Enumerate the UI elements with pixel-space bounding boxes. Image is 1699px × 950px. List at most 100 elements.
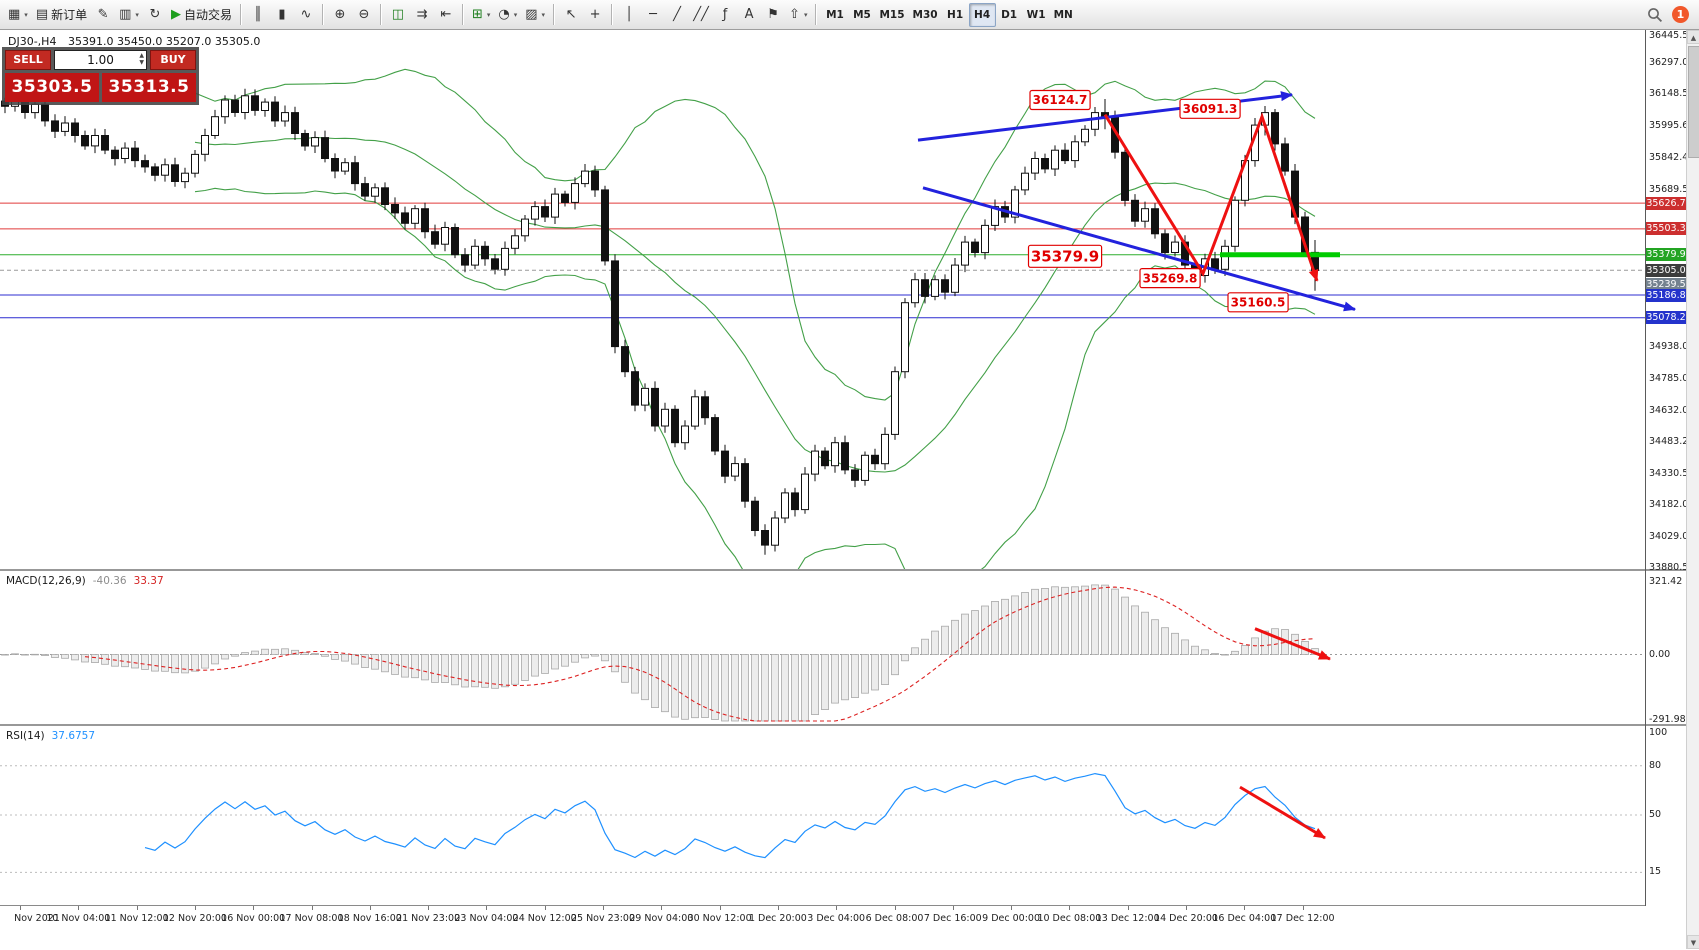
panel-separator-macd[interactable]	[0, 569, 1699, 571]
autotrading-button[interactable]: ▶ 自动交易	[167, 3, 236, 27]
chart-area: 36124.7 36091.3 35379.9 35269.8 35160.5 3644…	[0, 30, 1699, 949]
chart-shift-button[interactable]: ⇤	[434, 3, 458, 27]
time-label: 16 Dec 04:00	[1212, 913, 1277, 924]
timeframe-m15-button[interactable]: M15	[875, 3, 908, 27]
timeframe-m30-button[interactable]: M30	[909, 3, 942, 27]
indicators-list-button[interactable]: ⊞ ▾	[468, 3, 494, 27]
time-tick	[1069, 906, 1071, 910]
profiles-button[interactable]: ▥ ▾	[115, 3, 143, 27]
toolbar-separator	[553, 4, 556, 25]
annotation-box[interactable]	[1029, 89, 1091, 111]
scrollbar-up-icon[interactable]: ▲	[1687, 30, 1699, 44]
text-label-button[interactable]: ⚑	[761, 3, 785, 27]
notification-badge[interactable]: 1	[1672, 6, 1689, 23]
dropdown-arrow-icon: ▾	[803, 10, 808, 19]
rsi-indicator-label: RSI(14) 37.6757	[6, 730, 95, 742]
search-icon[interactable]	[1647, 7, 1663, 23]
rsi-red-arrow[interactable]	[1239, 785, 1326, 840]
time-tick	[486, 906, 488, 910]
horizontal-line-button[interactable]: ─	[641, 3, 665, 27]
rsi-name: RSI(14)	[6, 730, 45, 742]
crosshair-button[interactable]: +	[583, 3, 607, 27]
timeframe-mn-button[interactable]: MN	[1050, 3, 1077, 27]
volume-field[interactable]: 1.00 ▲ ▼	[54, 50, 147, 70]
timeframe-m5-button[interactable]: M5	[848, 3, 875, 27]
timeframe-d1-button[interactable]: D1	[996, 3, 1023, 27]
macd-tick-label: -291.98	[1649, 714, 1686, 726]
main-chart-canvas[interactable]: 36124.7 36091.3 35379.9 35269.8 35160.5	[0, 30, 1645, 570]
macd-red-arrow[interactable]	[1254, 627, 1331, 661]
scrollbar-thumb[interactable]	[1688, 46, 1699, 158]
equidistant-channel-button[interactable]: ╱╱	[689, 3, 713, 27]
crosshair-icon: +	[589, 7, 601, 22]
rsi-tick-label: 15	[1649, 866, 1662, 878]
timeframe-h4-button[interactable]: H4	[968, 2, 996, 27]
trendline-lower[interactable]	[922, 186, 1356, 312]
sell-button[interactable]: SELL	[5, 50, 51, 70]
cursor-icon: ↖	[565, 7, 577, 22]
volume-spinner[interactable]: ▲ ▼	[139, 52, 144, 66]
time-label: 14 Dec 20:00	[1154, 913, 1218, 924]
bollinger-lower-band	[194, 187, 1316, 570]
chart-line-button[interactable]: ∿	[294, 3, 318, 27]
arrows-tool-button[interactable]: ⇧ ▾	[785, 3, 811, 27]
price-tick-label: 34330.5	[1649, 468, 1689, 479]
metaeditor-button[interactable]: ✎	[91, 3, 115, 27]
text-button[interactable]: A	[737, 3, 761, 27]
timeframe-m1-button[interactable]: M1	[821, 3, 848, 27]
spinner-down-icon[interactable]: ▼	[139, 59, 144, 66]
macd-panel-canvas[interactable]	[0, 570, 1645, 725]
macd-value: -40.36	[92, 575, 127, 587]
tile-windows-button[interactable]: ◫	[386, 3, 410, 27]
chart-candles-button[interactable]: ▮	[270, 3, 294, 27]
timeframe-h1-button[interactable]: H1	[942, 3, 969, 27]
macd-tick-label: 321.42	[1649, 576, 1683, 588]
chart-candles-icon: ▮	[278, 7, 286, 22]
annotation-box[interactable]	[1227, 292, 1289, 313]
time-tick	[661, 906, 663, 910]
time-label: 29 Nov 04:00	[629, 913, 694, 924]
panel-separator-rsi[interactable]	[0, 724, 1699, 726]
rsi-panel-canvas[interactable]	[0, 725, 1645, 905]
periods-button[interactable]: ◔ ▾	[494, 3, 521, 27]
trendline-button[interactable]: ╱	[665, 3, 689, 27]
auto-scroll-button[interactable]: ⇉	[410, 3, 434, 27]
macd-histogram	[1, 584, 1319, 722]
annotation-box[interactable]	[1179, 98, 1241, 119]
cursor-button[interactable]: ↖	[559, 3, 583, 27]
price-tick-label: 34483.2	[1649, 436, 1689, 448]
buy-button[interactable]: BUY	[150, 50, 196, 70]
buy-price[interactable]: 35313.5	[102, 73, 196, 102]
dropdown-arrow-icon: ▾	[24, 10, 28, 19]
new-order-button[interactable]: ▤ 新订单	[32, 3, 91, 27]
templates-button[interactable]: ▨ ▾	[521, 3, 549, 27]
refresh-button[interactable]: ↻	[143, 3, 167, 27]
time-label: 10 Nov 04:00	[46, 913, 111, 924]
toolbar-separator	[815, 4, 818, 25]
timeframe-w1-button[interactable]: W1	[1023, 3, 1050, 27]
price-tag-35503.3: 35503.3	[1646, 222, 1686, 236]
fibonacci-icon: ƒ	[722, 7, 728, 22]
time-label: 1 Dec 20:00	[748, 913, 807, 924]
sell-price[interactable]: 35303.5	[5, 73, 99, 102]
fibonacci-button[interactable]: ƒ	[713, 3, 737, 27]
annotation-box[interactable]	[1139, 268, 1201, 289]
trade-panel-prices: 35303.5 35313.5	[5, 73, 196, 102]
chart-bars-button[interactable]: ║	[246, 3, 270, 27]
time-label: 23 Nov 04:00	[454, 913, 519, 924]
vertical-scrollbar[interactable]: ▲ ▼	[1686, 30, 1699, 949]
zoom-in-button[interactable]: ⊕	[328, 3, 352, 27]
time-tick	[952, 906, 954, 910]
scrollbar-down-icon[interactable]: ▼	[1687, 935, 1699, 949]
spinner-up-icon[interactable]: ▲	[139, 52, 144, 59]
zoom-out-icon: ⊖	[358, 7, 370, 22]
time-label: 21 Nov 23:00	[396, 913, 461, 924]
templates-icon: ▨	[525, 7, 538, 22]
red-swing-arrows[interactable]	[1103, 112, 1319, 282]
vertical-line-button[interactable]: │	[617, 3, 641, 27]
new-chart-button[interactable]: ▦ ▾	[4, 3, 32, 27]
zoom-out-button[interactable]: ⊖	[352, 3, 376, 27]
time-label: 6 Dec 08:00	[865, 913, 924, 924]
annotation-box[interactable]	[1027, 244, 1103, 268]
price-tag-35078.2: 35078.2	[1646, 311, 1686, 325]
